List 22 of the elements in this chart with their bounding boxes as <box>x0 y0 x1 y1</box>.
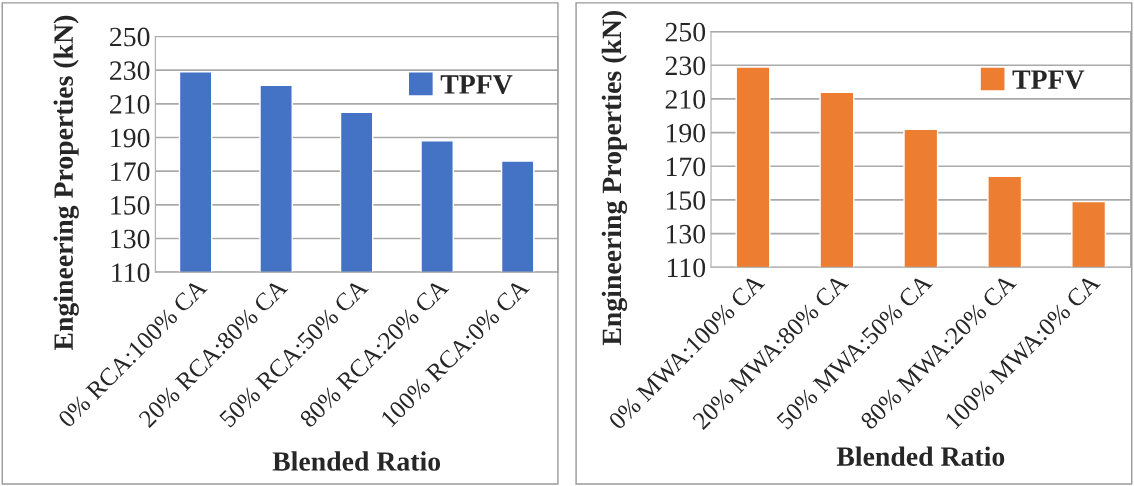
y-tick-label: 150 <box>111 195 150 215</box>
y-axis-title: Engineering Properties (kN) <box>53 15 79 351</box>
y-tick-label: 210 <box>110 94 150 114</box>
y-axis-title: Engineering Properties (kN) <box>601 11 628 346</box>
y-tick-label: 170 <box>666 157 706 177</box>
x-axis-title: Blended Ratio <box>836 446 1005 466</box>
y-tick-label: 110 <box>667 258 706 278</box>
legend-label: TPFV <box>440 75 513 94</box>
y-tick-label: 170 <box>111 162 150 182</box>
y-tick-label: 190 <box>666 123 706 143</box>
x-axis-title: Blended Ratio <box>272 451 441 471</box>
y-tick-label: 110 <box>112 263 150 283</box>
y-tick-label: 150 <box>666 191 706 210</box>
y-tick-label: 230 <box>665 56 706 76</box>
y-tick-label: 230 <box>110 61 150 81</box>
y-tick-label: 250 <box>110 27 150 47</box>
legend-label: TPFV <box>1012 70 1085 90</box>
y-tick-label: 190 <box>111 128 150 148</box>
y-tick-label: 130 <box>666 224 706 244</box>
y-tick-label: 250 <box>665 22 706 42</box>
y-tick-label: 130 <box>111 229 150 249</box>
y-tick-label: 210 <box>665 90 706 109</box>
